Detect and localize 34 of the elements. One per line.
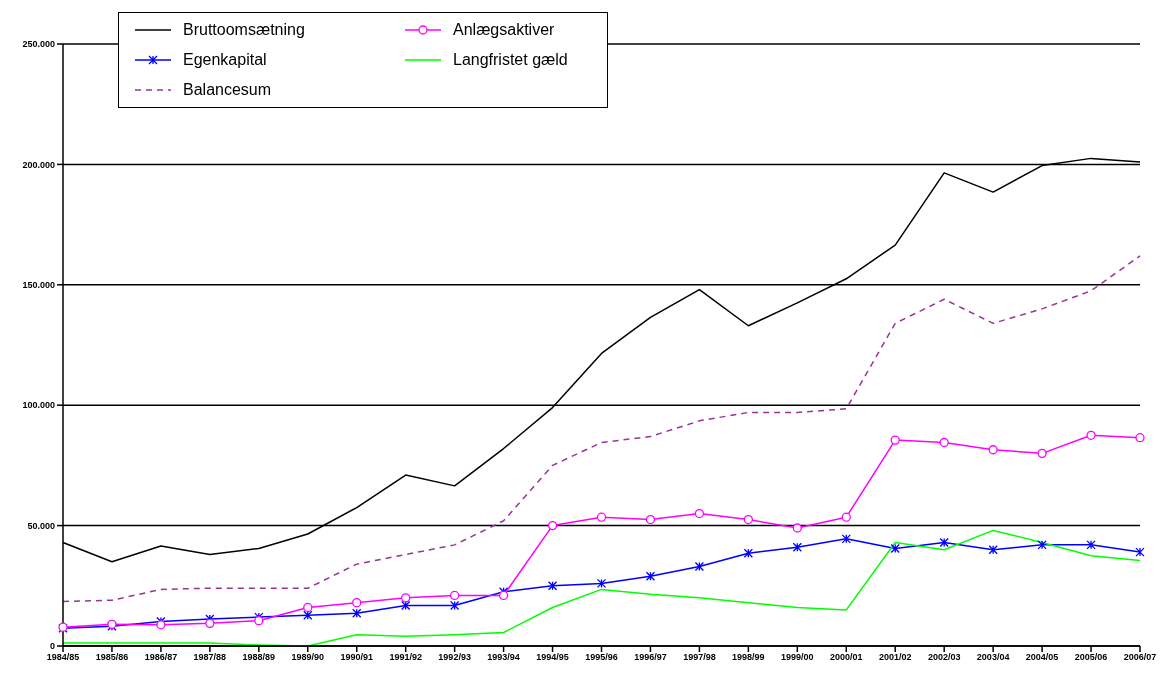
x-tick-label: 2000/01 (830, 652, 863, 663)
legend-label: Langfristet gæld (453, 51, 568, 69)
x-tick-label: 2003/04 (976, 652, 1010, 663)
x-tick-label: 1989/90 (291, 652, 325, 663)
legend-label: Egenkapital (183, 51, 267, 69)
y-tick-label: 50.000 (27, 520, 55, 531)
y-tick-label: 100.000 (22, 400, 55, 411)
x-tick-label: 1990/91 (340, 652, 373, 663)
x-tick-label: 2004/05 (1025, 652, 1059, 663)
y-tick-label: 0 (49, 641, 55, 652)
x-tick-label: 1992/93 (438, 652, 471, 663)
y-tick-label: 150.000 (22, 279, 55, 290)
x-tick-label: 1999/00 (781, 652, 814, 663)
x-tick-label: 1998/99 (732, 652, 765, 663)
x-tick-label: 2006/07 (1123, 652, 1157, 663)
x-tick-label: 1993/94 (487, 652, 520, 663)
legend-label: Anlægsaktiver (453, 21, 555, 39)
y-tick-label: 250.000 (22, 39, 55, 50)
x-tick-label: 1996/97 (634, 652, 667, 663)
x-tick-label: 1987/88 (193, 652, 227, 663)
legend-label: Bruttoomsætning (183, 21, 305, 39)
x-tick-label: 1984/85 (46, 652, 80, 663)
x-tick-label: 1986/87 (144, 652, 178, 663)
x-tick-label: 1997/98 (683, 652, 716, 663)
x-tick-label: 1985/86 (95, 652, 129, 663)
x-tick-label: 2001/02 (878, 652, 912, 663)
legend-label: Balancesum (183, 81, 272, 99)
x-tick-label: 2002/03 (927, 652, 961, 663)
x-tick-label: 1991/92 (389, 652, 422, 663)
y-tick-label: 200.000 (22, 159, 55, 170)
x-tick-label: 2005/06 (1074, 652, 1108, 663)
x-tick-label: 1995/96 (585, 652, 618, 663)
x-tick-label: 1988/89 (242, 652, 276, 663)
x-tick-label: 1994/95 (536, 652, 569, 663)
